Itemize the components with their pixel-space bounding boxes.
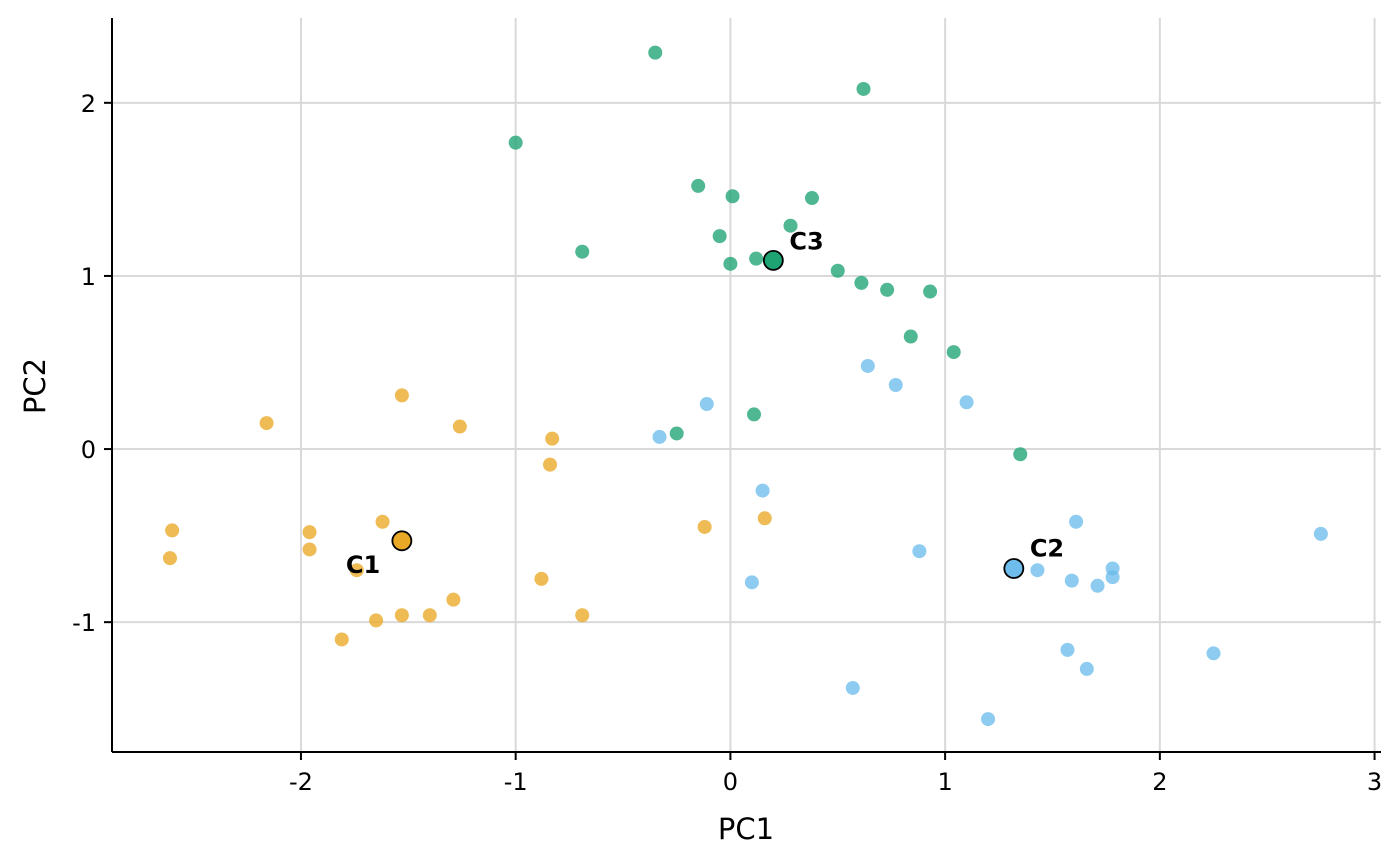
y-tick-label: 1 <box>81 263 96 291</box>
data-point-c2 <box>888 378 903 392</box>
x-axis-title: PC1 <box>718 812 774 846</box>
data-point-c1 <box>302 525 317 540</box>
grid-layer <box>112 18 1381 752</box>
data-point-c3 <box>804 191 819 206</box>
data-point-c3 <box>946 345 961 360</box>
y-tick-label: -1 <box>72 609 96 637</box>
data-point-c1 <box>697 519 712 534</box>
data-point-c3 <box>830 263 845 278</box>
data-point-c2 <box>1060 642 1075 657</box>
data-point-c2 <box>744 575 759 590</box>
data-point-c2 <box>1090 578 1105 593</box>
data-point-c2 <box>860 358 875 373</box>
data-point-c2 <box>959 395 974 410</box>
data-point-c3 <box>880 282 895 297</box>
data-point-c3 <box>712 229 727 244</box>
data-point-c3 <box>725 189 740 204</box>
x-tick-label: -1 <box>504 768 528 796</box>
points-layer <box>162 45 1328 727</box>
centroid-label-c1: C1 <box>346 551 380 579</box>
data-point-c2 <box>1313 526 1328 541</box>
data-point-c1 <box>302 542 317 557</box>
data-point-c1 <box>543 457 558 472</box>
x-tick-label: 0 <box>723 768 738 796</box>
data-point-c3 <box>783 218 798 233</box>
x-tick-label: -2 <box>289 768 313 796</box>
x-tick-label: 3 <box>1367 768 1382 796</box>
data-point-c2 <box>1079 661 1094 676</box>
data-point-c3 <box>854 275 869 290</box>
data-point-c2 <box>1069 514 1084 529</box>
data-point-c1 <box>757 511 772 526</box>
data-point-c1 <box>575 608 590 623</box>
data-point-c3 <box>903 329 918 344</box>
data-point-c3 <box>923 284 938 299</box>
data-point-c1 <box>375 514 390 529</box>
data-point-c1 <box>259 416 274 431</box>
axes-layer: -2 -1 0 1 2 3 -1 0 1 2 <box>72 18 1382 796</box>
data-point-c3 <box>648 45 663 60</box>
centroid-marker-c2 <box>1003 558 1025 579</box>
data-point-c2 <box>1030 563 1045 578</box>
data-point-c2 <box>981 712 996 727</box>
data-point-c1 <box>369 613 384 628</box>
centroid-label-c3: C3 <box>789 227 823 255</box>
y-tick-label: 2 <box>81 90 96 118</box>
data-point-c3 <box>1013 447 1028 462</box>
data-point-c2 <box>1206 646 1221 661</box>
data-point-c3 <box>749 251 764 266</box>
data-point-c1 <box>534 571 549 586</box>
data-point-c1 <box>452 419 467 434</box>
data-point-c3 <box>856 81 871 96</box>
x-tick-label: 2 <box>1152 768 1167 796</box>
data-point-c1 <box>165 523 180 538</box>
data-point-c2 <box>845 680 860 695</box>
centroid-marker-c1 <box>391 530 413 552</box>
data-point-c1 <box>446 592 461 607</box>
y-tick-label: 0 <box>81 436 96 464</box>
data-point-c3 <box>691 178 706 193</box>
data-point-c2 <box>755 483 770 498</box>
data-point-c1 <box>349 563 364 578</box>
data-point-c1 <box>334 632 349 647</box>
data-point-c3 <box>747 407 762 422</box>
data-point-c3 <box>669 426 684 441</box>
data-point-c2 <box>912 544 927 559</box>
data-point-c3 <box>508 135 523 150</box>
x-tick-label: 1 <box>937 768 952 796</box>
data-point-c1 <box>162 551 177 566</box>
data-point-c1 <box>394 388 409 403</box>
data-point-c1 <box>394 608 409 623</box>
centroid-label-c2: C2 <box>1030 535 1064 563</box>
centroid-marker-c3 <box>762 249 784 271</box>
data-point-c3 <box>575 244 590 259</box>
data-point-c3 <box>723 256 738 271</box>
data-point-c1 <box>545 431 560 446</box>
data-point-c2 <box>1064 573 1079 588</box>
data-point-c2 <box>699 397 714 412</box>
data-point-c2 <box>1105 570 1120 585</box>
centroid-layer: C1 C2 C3 <box>346 227 1064 579</box>
data-point-c1 <box>422 608 437 623</box>
y-axis-title: PC2 <box>18 358 52 414</box>
data-point-c2 <box>652 429 667 444</box>
